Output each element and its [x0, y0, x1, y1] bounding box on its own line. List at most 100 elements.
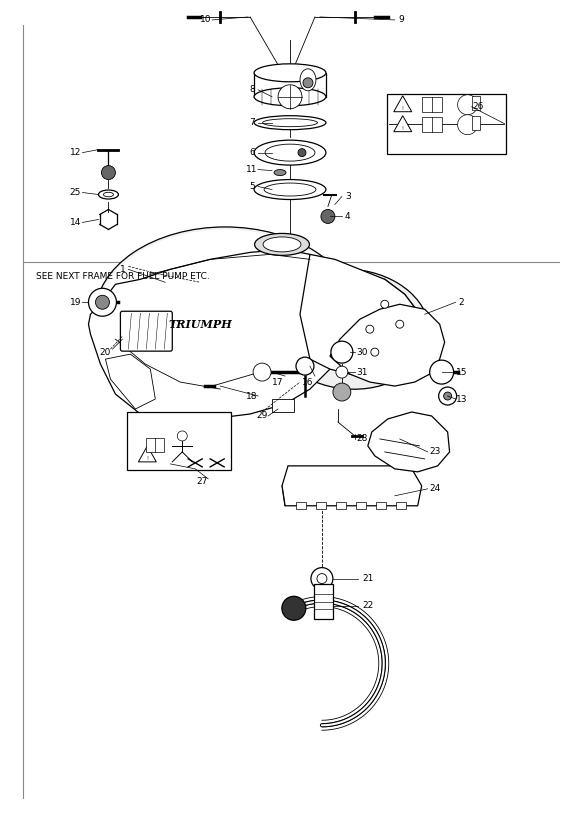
Text: SEE NEXT FRAME FOR FUEL PUMP ETC.: SEE NEXT FRAME FOR FUEL PUMP ETC. — [36, 272, 209, 281]
Circle shape — [298, 148, 306, 157]
Circle shape — [89, 288, 117, 316]
Polygon shape — [368, 412, 449, 472]
Ellipse shape — [254, 88, 326, 105]
Ellipse shape — [300, 69, 316, 91]
Text: 23: 23 — [429, 447, 440, 456]
Text: 21: 21 — [362, 574, 374, 583]
Bar — [296, 502, 306, 508]
Ellipse shape — [98, 229, 352, 399]
Circle shape — [296, 357, 314, 375]
Text: 24: 24 — [429, 485, 440, 494]
Circle shape — [381, 300, 389, 308]
Text: 10: 10 — [199, 16, 211, 25]
Ellipse shape — [103, 192, 114, 197]
Circle shape — [317, 574, 327, 583]
Text: 5: 5 — [249, 182, 255, 191]
Ellipse shape — [270, 269, 430, 389]
Circle shape — [333, 383, 351, 401]
Circle shape — [458, 115, 477, 134]
Text: 17: 17 — [272, 377, 284, 386]
Bar — [422, 96, 442, 112]
Circle shape — [458, 95, 477, 115]
Text: 11: 11 — [247, 165, 258, 174]
Text: 18: 18 — [247, 391, 258, 400]
Ellipse shape — [274, 170, 286, 176]
Circle shape — [430, 360, 454, 384]
Bar — [272, 399, 294, 412]
Circle shape — [371, 349, 379, 356]
Text: 30: 30 — [356, 348, 368, 357]
Ellipse shape — [254, 63, 326, 82]
Bar — [316, 502, 326, 508]
Bar — [146, 438, 164, 452]
Polygon shape — [138, 446, 156, 462]
FancyBboxPatch shape — [121, 311, 173, 351]
Polygon shape — [300, 255, 435, 384]
Circle shape — [282, 597, 306, 620]
Polygon shape — [89, 250, 424, 424]
Circle shape — [396, 321, 404, 328]
Ellipse shape — [255, 233, 310, 255]
Text: 31: 31 — [356, 368, 368, 377]
Text: !: ! — [402, 106, 404, 111]
Bar — [356, 502, 366, 508]
Text: 20: 20 — [100, 348, 111, 357]
Ellipse shape — [263, 237, 301, 252]
Text: 16: 16 — [302, 377, 314, 386]
Ellipse shape — [264, 183, 316, 196]
Circle shape — [336, 366, 348, 378]
Bar — [472, 115, 480, 129]
Text: 2: 2 — [459, 297, 465, 307]
Circle shape — [96, 295, 110, 309]
Text: 19: 19 — [70, 297, 81, 307]
Ellipse shape — [265, 144, 315, 162]
Bar — [396, 502, 406, 508]
Polygon shape — [394, 96, 412, 112]
Ellipse shape — [99, 190, 118, 199]
Text: 3: 3 — [345, 192, 351, 201]
Bar — [336, 502, 346, 508]
Text: !: ! — [402, 126, 404, 131]
Text: 26: 26 — [472, 102, 483, 111]
Text: 12: 12 — [70, 148, 81, 157]
Circle shape — [331, 341, 353, 363]
Ellipse shape — [254, 180, 326, 199]
Ellipse shape — [96, 227, 355, 401]
Text: 25: 25 — [70, 188, 81, 197]
Circle shape — [444, 392, 452, 400]
Text: 1: 1 — [120, 265, 125, 274]
Polygon shape — [282, 466, 422, 506]
Circle shape — [311, 568, 333, 590]
Circle shape — [101, 166, 115, 180]
Ellipse shape — [254, 115, 326, 129]
Ellipse shape — [262, 119, 317, 127]
Circle shape — [303, 77, 313, 88]
Text: 14: 14 — [70, 218, 81, 227]
Circle shape — [438, 387, 456, 405]
Polygon shape — [330, 304, 445, 386]
Polygon shape — [394, 115, 412, 132]
Text: 8: 8 — [249, 85, 255, 94]
Text: 22: 22 — [362, 601, 374, 610]
Bar — [314, 583, 333, 619]
Text: 15: 15 — [456, 368, 468, 377]
Text: 13: 13 — [456, 395, 468, 404]
FancyBboxPatch shape — [387, 94, 507, 153]
Circle shape — [278, 85, 302, 109]
Text: 29: 29 — [257, 411, 268, 420]
Bar — [376, 502, 386, 508]
Polygon shape — [106, 354, 155, 409]
Bar — [472, 96, 480, 110]
Text: TRIUMPH: TRIUMPH — [168, 319, 232, 330]
Ellipse shape — [254, 140, 326, 165]
Text: 28: 28 — [356, 434, 367, 443]
FancyBboxPatch shape — [128, 412, 231, 470]
Text: 6: 6 — [249, 148, 255, 157]
Text: 7: 7 — [249, 118, 255, 127]
Text: 9: 9 — [399, 16, 405, 25]
Bar — [422, 117, 442, 132]
Text: 27: 27 — [196, 477, 208, 486]
Text: !: ! — [146, 456, 148, 461]
Circle shape — [366, 325, 374, 333]
Circle shape — [253, 363, 271, 381]
